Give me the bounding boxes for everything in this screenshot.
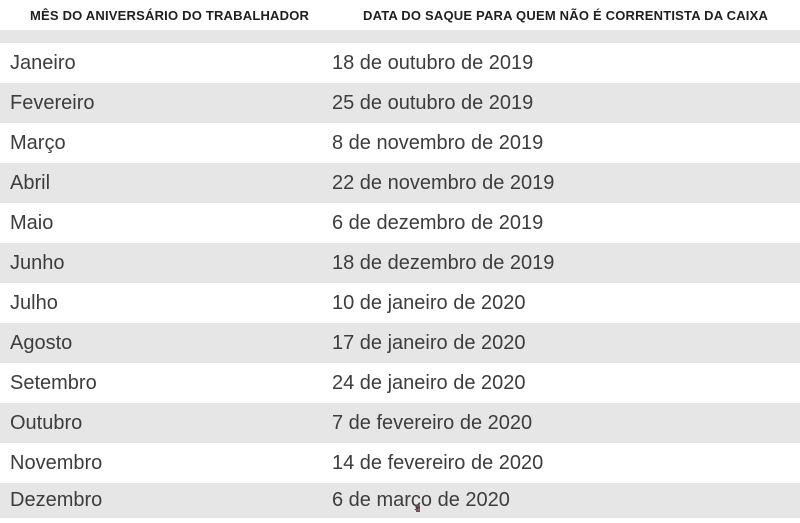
date-cell: 8 de novembro de 2019 <box>332 131 544 154</box>
month-cell: Maio <box>10 211 54 234</box>
month-cell: Outubro <box>10 411 83 434</box>
date-cell: 10 de janeiro de 2020 <box>332 291 526 314</box>
column-header-birthday-month: MÊS DO ANIVERSÁRIO DO TRABALHADOR <box>30 7 310 23</box>
date-cell: 25 de outubro de 2019 <box>332 91 534 114</box>
table-row-marco: Março 8 de novembro de 2019 <box>0 123 800 163</box>
bottom-filler <box>0 518 800 523</box>
month-cell: Janeiro <box>10 51 76 74</box>
table-row-julho: Julho 10 de janeiro de 2020 <box>0 283 800 323</box>
date-cell: 17 de janeiro de 2020 <box>332 331 526 354</box>
date-cell: 18 de dezembro de 2019 <box>332 251 555 274</box>
date-cell: 24 de janeiro de 2020 <box>332 371 526 394</box>
table-row-fevereiro: Fevereiro 25 de outubro de 2019 <box>0 83 800 123</box>
date-cell: 22 de novembro de 2019 <box>332 171 555 194</box>
month-cell: Março <box>10 131 66 154</box>
table-row-maio: Maio 6 de dezembro de 2019 <box>0 203 800 243</box>
date-cell: 18 de outubro de 2019 <box>332 51 534 74</box>
month-cell: Junho <box>10 251 65 274</box>
table-row-setembro: Setembro 24 de janeiro de 2020 <box>0 363 800 403</box>
table-row-novembro: Novembro 14 de fevereiro de 2020 <box>0 443 800 483</box>
column-header-withdrawal-date: DATA DO SAQUE PARA QUEM NÃO É CORRENTIST… <box>363 7 769 23</box>
date-cell: 7 de fevereiro de 2020 <box>332 411 533 434</box>
table-row-agosto: Agosto 17 de janeiro de 2020 <box>0 323 800 363</box>
date-cell: 6 de março de 2020 <box>332 489 510 511</box>
pixel-artifact <box>416 505 420 512</box>
table-row-junho: Junho 18 de dezembro de 2019 <box>0 243 800 283</box>
month-cell: Agosto <box>10 331 73 354</box>
month-cell: Fevereiro <box>10 91 95 114</box>
table-row-janeiro: Janeiro 18 de outubro de 2019 <box>0 43 800 83</box>
month-cell: Novembro <box>10 451 103 474</box>
month-cell: Abril <box>10 171 51 194</box>
table-header-row: MÊS DO ANIVERSÁRIO DO TRABALHADOR DATA D… <box>0 0 800 30</box>
date-cell: 6 de dezembro de 2019 <box>332 211 544 234</box>
month-cell: Julho <box>10 291 58 314</box>
table-row-abril: Abril 22 de novembro de 2019 <box>0 163 800 203</box>
table-row-outubro: Outubro 7 de fevereiro de 2020 <box>0 403 800 443</box>
month-cell: Setembro <box>10 371 97 394</box>
table-row-dezembro: Dezembro 6 de março de 2020 <box>0 483 800 518</box>
date-cell: 14 de fevereiro de 2020 <box>332 451 544 474</box>
month-cell: Dezembro <box>10 489 103 511</box>
header-spacer-band <box>0 30 800 43</box>
